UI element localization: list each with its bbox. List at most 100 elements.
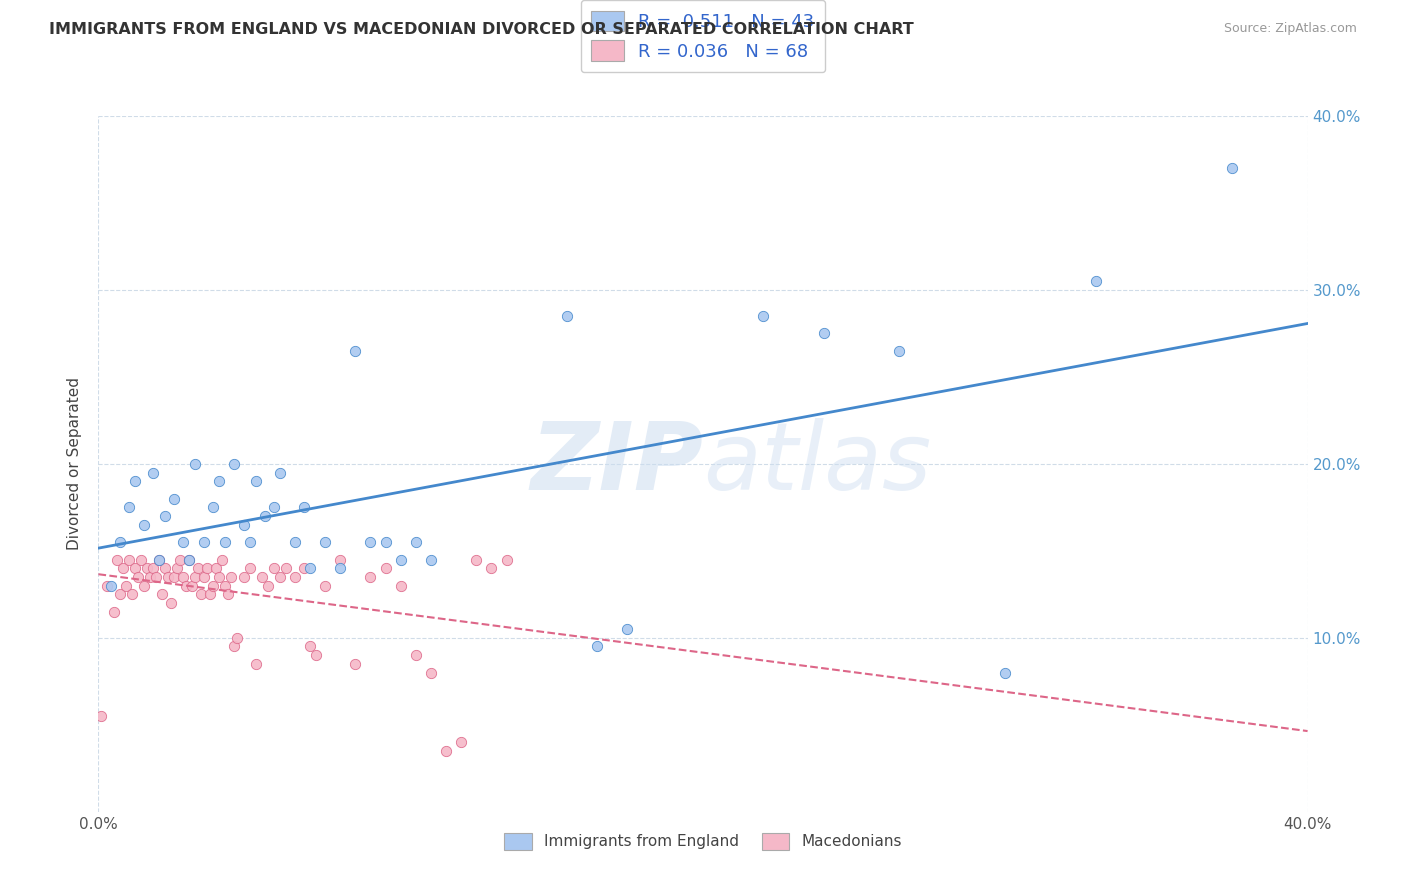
Point [181,578,204,592]
Point [329,552,352,566]
Point [1220,161,1243,176]
Y-axis label: Divorced or Separated: Divorced or Separated [67,377,83,550]
Point [184,570,207,584]
Point [190,587,212,601]
Point [256,578,278,592]
Point [481,561,503,575]
Text: Source: ZipAtlas.com: Source: ZipAtlas.com [1223,22,1357,36]
Point [269,570,291,584]
Point [495,552,517,566]
Point [103,605,125,619]
Point [245,657,267,671]
Point [132,517,155,532]
Text: atlas: atlas [703,418,931,509]
Point [174,578,197,592]
Point [217,587,239,601]
Point [329,561,352,575]
Point [129,552,152,566]
Point [90,709,112,723]
Point [239,561,262,575]
Point [124,561,146,575]
Point [752,309,775,323]
Point [232,570,254,584]
Point [142,561,165,575]
Point [420,665,443,680]
Point [153,508,176,523]
Point [148,552,170,566]
Point [224,457,246,471]
Point [208,474,231,488]
Point [172,570,194,584]
Point [139,570,162,584]
Point [145,570,167,584]
Point [586,640,609,654]
Point [299,640,322,654]
Point [292,561,315,575]
Point [163,570,186,584]
Point [232,517,254,532]
Point [108,535,131,549]
Point [1085,274,1108,288]
Point [187,561,209,575]
Point [314,578,336,592]
Point [142,466,165,480]
Point [205,561,228,575]
Point [208,570,231,584]
Point [555,309,578,323]
Point [96,578,118,592]
Point [163,491,186,506]
Point [405,535,427,549]
Point [360,570,382,584]
Point [166,561,188,575]
Point [172,535,194,549]
Point [263,561,285,575]
Point [344,657,367,671]
Point [108,587,131,601]
Point [124,474,146,488]
Point [135,561,157,575]
Point [156,570,179,584]
Point [169,552,191,566]
Point [250,570,273,584]
Point [245,474,267,488]
Text: IMMIGRANTS FROM ENGLAND VS MACEDONIAN DIVORCED OR SEPARATED CORRELATION CHART: IMMIGRANTS FROM ENGLAND VS MACEDONIAN DI… [49,22,914,37]
Point [148,552,170,566]
Point [389,578,412,592]
Point [150,587,173,601]
Point [465,552,488,566]
Point [118,500,141,515]
Point [292,500,315,515]
Point [202,500,225,515]
Point [160,596,183,610]
Point [221,570,243,584]
Point [121,587,143,601]
Point [200,587,222,601]
Point [214,535,236,549]
Point [153,561,176,575]
Point [202,578,225,592]
Point [179,552,201,566]
Point [224,640,246,654]
Legend: Immigrants from England, Macedonians: Immigrants from England, Macedonians [498,826,908,856]
Point [214,578,236,592]
Point [111,561,134,575]
Point [226,631,249,645]
Text: ZIP: ZIP [530,417,703,510]
Point [274,561,297,575]
Point [434,744,457,758]
Point [374,561,396,575]
Point [405,648,427,662]
Point [889,343,911,358]
Point [305,648,328,662]
Point [114,578,136,592]
Point [994,665,1017,680]
Point [184,457,207,471]
Point [269,466,291,480]
Point [193,535,215,549]
Point [253,508,276,523]
Point [127,570,149,584]
Point [344,343,367,358]
Point [284,570,307,584]
Point [616,622,638,636]
Point [211,552,233,566]
